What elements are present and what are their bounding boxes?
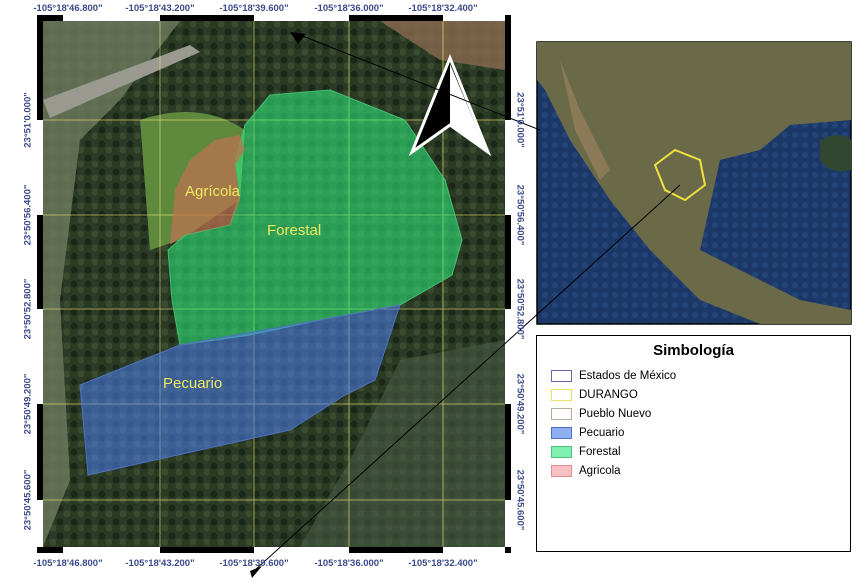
lat-label-left: 23°50'45.600"	[22, 469, 34, 531]
legend-item: Estados de México	[551, 367, 850, 384]
lat-label-right: 23°50'49.200"	[514, 373, 526, 435]
legend-item: DURANGO	[551, 386, 850, 403]
legend-item: Forestal	[551, 443, 850, 460]
lon-label-bottom: -105°18'43.200"	[125, 558, 195, 569]
legend-swatch	[551, 445, 572, 458]
legend-label: Estados de México	[579, 369, 677, 382]
legend-item: Pecuario	[551, 424, 850, 441]
legend-label: Forestal	[579, 445, 621, 458]
lon-label-top: -105°18'43.200"	[125, 3, 195, 14]
lon-label-bottom: -105°18'32.400"	[408, 558, 478, 569]
zone-label-forestal: Forestal	[267, 222, 322, 239]
legend-label: Pecuario	[579, 426, 625, 439]
zone-label-agricola: Agrícola	[185, 183, 241, 200]
lon-label-bottom: -105°18'39.600"	[219, 558, 289, 569]
lon-label-top: -105°18'39.600"	[219, 3, 289, 14]
lat-label-right: 23°51'0.000"	[514, 92, 526, 148]
zone-label-pecuario: Pecuario	[163, 375, 223, 392]
lon-label-top: -105°18'36.000"	[314, 3, 384, 14]
lon-label-top: -105°18'46.800"	[33, 3, 103, 14]
legend-swatch	[551, 407, 572, 420]
lat-label-left: 23°51'0.000"	[22, 92, 34, 148]
legend-swatch	[551, 369, 572, 382]
legend-item: Agricola	[551, 462, 850, 479]
zone-agricola[interactable]	[170, 135, 245, 245]
legend-swatch	[551, 388, 572, 401]
legend-label: Pueblo Nuevo	[579, 407, 652, 420]
legend-label: DURANGO	[579, 388, 638, 401]
lat-label-right: 23°50'52.800"	[514, 278, 526, 340]
lat-label-right: 23°50'45.600"	[514, 469, 526, 531]
lat-label-left: 23°50'56.400"	[22, 184, 34, 246]
lon-label-bottom: -105°18'36.000"	[314, 558, 384, 569]
legend-label: Agricola	[579, 464, 621, 477]
legend-item: Pueblo Nuevo	[551, 405, 850, 422]
lon-label-top: -105°18'32.400"	[408, 3, 478, 14]
lat-label-left: 23°50'49.200"	[22, 373, 34, 435]
legend-title: Simbología	[653, 342, 734, 359]
lon-label-bottom: -105°18'46.800"	[33, 558, 103, 569]
legend-swatch	[551, 464, 572, 477]
lat-label-right: 23°50'56.400"	[514, 184, 526, 246]
zone-pecuario[interactable]	[79, 304, 401, 476]
legend: Simbología Estados de México DURANGO Puebl…	[536, 335, 851, 552]
lat-label-left: 23°50'52.800"	[22, 278, 34, 340]
north-arrow-icon	[408, 53, 492, 157]
legend-swatch	[551, 426, 572, 439]
